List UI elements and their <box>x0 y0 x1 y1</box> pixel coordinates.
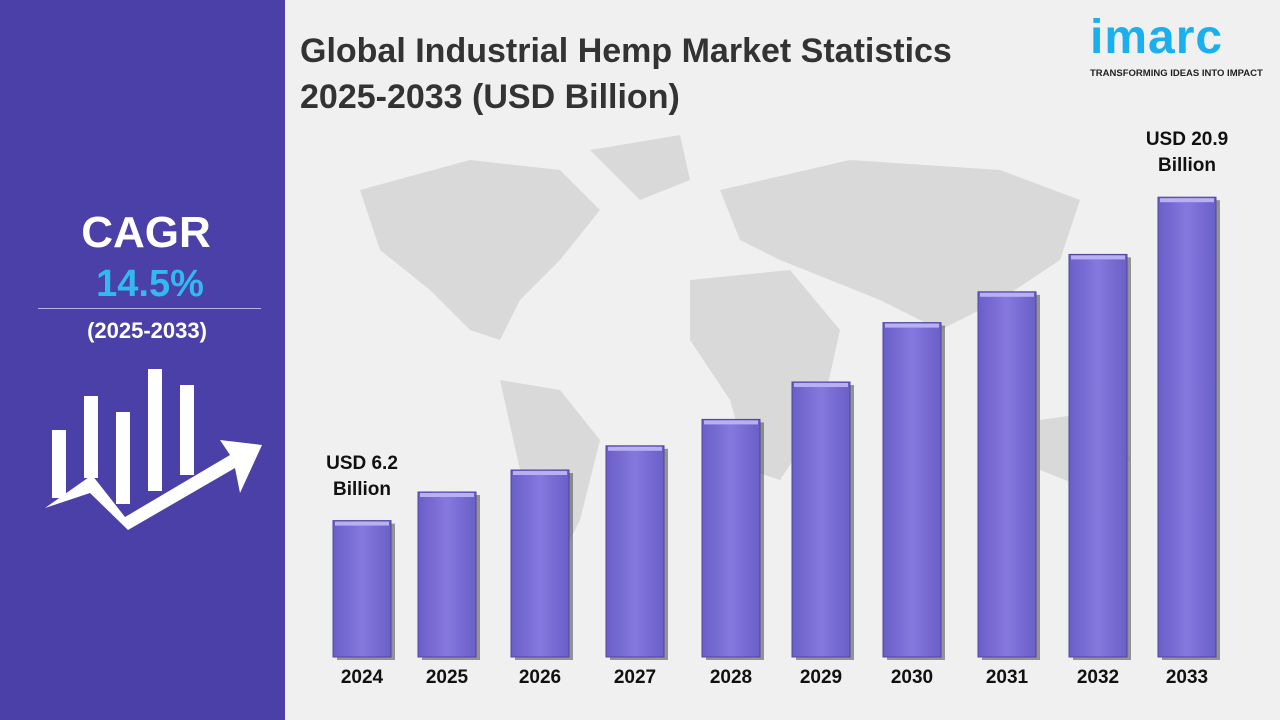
bar-2033 <box>1157 196 1217 658</box>
bar-2024 <box>332 520 392 658</box>
bar-highlight <box>885 323 939 328</box>
bar-2028 <box>701 418 761 658</box>
data-label-value: USD 20.9 <box>1145 129 1229 151</box>
bar-highlight <box>608 446 662 451</box>
title-line-1: Global Industrial Hemp Market Statistics <box>300 32 952 70</box>
logo-tagline: TRANSFORMING IDEAS INTO IMPACT <box>1090 68 1263 79</box>
x-tick-label: 2033 <box>1166 667 1208 688</box>
bar-2029 <box>791 381 851 658</box>
cagr-label: CAGR <box>81 208 211 257</box>
data-label-unit: Billion <box>1157 155 1217 177</box>
x-tick-label: 2029 <box>800 667 842 688</box>
x-tick-label: 2032 <box>1077 667 1119 688</box>
bar-2031 <box>977 291 1037 658</box>
bar-highlight <box>335 521 389 526</box>
bar-highlight <box>794 383 848 387</box>
bar-highlight <box>420 493 474 497</box>
imarc-logo: imarc TRANSFORMING IDEAS INTO IMPACT <box>1090 10 1270 79</box>
x-tick-label: 2031 <box>986 667 1029 688</box>
cagr-panel <box>0 0 285 720</box>
bar-2025 <box>417 491 477 658</box>
bar-highlight <box>513 471 567 475</box>
bar-2026 <box>510 469 570 658</box>
growth-chart-icon <box>45 369 262 530</box>
cagr-value: 14.5% <box>96 263 204 305</box>
x-tick-label: 2027 <box>614 667 656 688</box>
data-label-2033: USD 20.9 Billion <box>1127 127 1247 179</box>
bar-2032 <box>1068 253 1128 658</box>
cagr-period: (2025-2033) <box>87 318 207 343</box>
x-tick-label: 2024 <box>341 667 384 688</box>
divider <box>38 308 261 309</box>
x-tick-label: 2025 <box>426 667 469 688</box>
bar-2030 <box>882 322 942 658</box>
logo-wordmark: imarc <box>1090 11 1224 64</box>
bar-highlight <box>980 292 1034 297</box>
x-tick-label: 2026 <box>519 667 561 688</box>
bar-highlight <box>1160 198 1214 203</box>
title-line-2: 2025-2033 (USD Billion) <box>300 78 680 116</box>
data-label-2024: USD 6.2 Billion <box>302 451 422 503</box>
bar-highlight <box>1071 255 1125 260</box>
x-tick-label: 2028 <box>710 667 752 688</box>
bar-2027 <box>605 445 665 658</box>
x-tick-label: 2030 <box>891 667 933 688</box>
data-label-value: USD 6.2 <box>326 452 398 474</box>
page-title: Global Industrial Hemp Market Statistics… <box>300 28 952 120</box>
bar-highlight <box>704 420 758 425</box>
data-label-unit: Billion <box>332 478 392 500</box>
